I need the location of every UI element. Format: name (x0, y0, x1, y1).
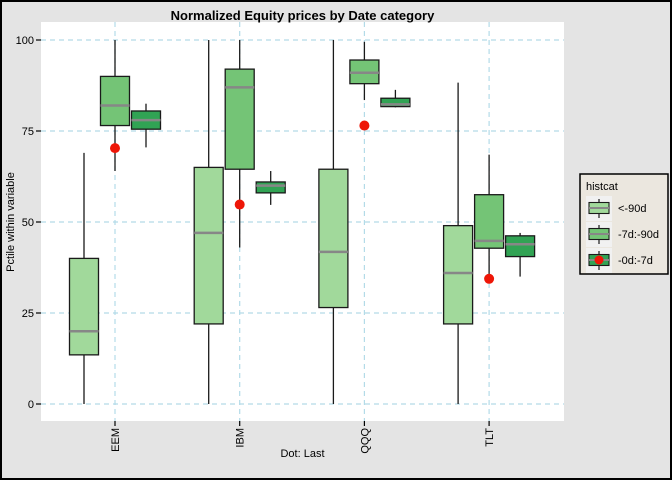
legend-entry-label: <-90d (618, 203, 646, 215)
box (504, 235, 536, 258)
series-0d7d (130, 89, 536, 277)
box (68, 257, 100, 356)
box (442, 224, 474, 325)
y-tick-label: 100 (16, 35, 34, 47)
x-tick-label: EEM (110, 428, 122, 452)
box (224, 68, 255, 170)
box (99, 75, 131, 127)
y-axis-title: Pctile within variable (5, 172, 17, 272)
y-tick-label: 25 (22, 308, 34, 320)
boxplot-series (68, 40, 536, 404)
x-axis: EEM IBM QQQ TLT (110, 421, 496, 454)
legend-key-dot (594, 255, 604, 265)
y-tick-label: 50 (22, 217, 34, 229)
y-tick-label: 0 (28, 399, 34, 411)
series-90d (68, 40, 474, 404)
last-dot (110, 143, 120, 154)
last-dot (484, 273, 495, 284)
x-tick-label: TLT (484, 428, 496, 447)
x-tick-label: IBM (235, 428, 247, 448)
y-tick-label: 75 (22, 126, 34, 138)
legend-entry: -0d:-7d (586, 248, 653, 273)
box (255, 181, 286, 194)
legend-title: histcat (586, 181, 618, 193)
legend-entry-label: -0d:-7d (618, 255, 653, 267)
box (318, 168, 349, 309)
y-axis: 0 25 50 75 100 (16, 35, 41, 411)
last-dots (110, 120, 495, 284)
box (193, 166, 224, 325)
legend-entry-label: -7d:-90d (618, 229, 659, 241)
legend: histcat<-90d -7d:-90d -0d:-7d (579, 173, 669, 275)
box (473, 194, 505, 249)
legend-entry: -7d:-90d (586, 222, 659, 247)
x-tick-label: QQQ (359, 428, 371, 454)
last-dot (234, 199, 245, 210)
series-7d90d (99, 40, 505, 279)
last-dot (359, 120, 370, 131)
x-axis-title: Dot: Last (280, 448, 325, 460)
legend-entry: <-90d (586, 196, 646, 221)
box (380, 97, 411, 108)
chart-title: Normalized Equity prices by Date categor… (170, 8, 435, 23)
